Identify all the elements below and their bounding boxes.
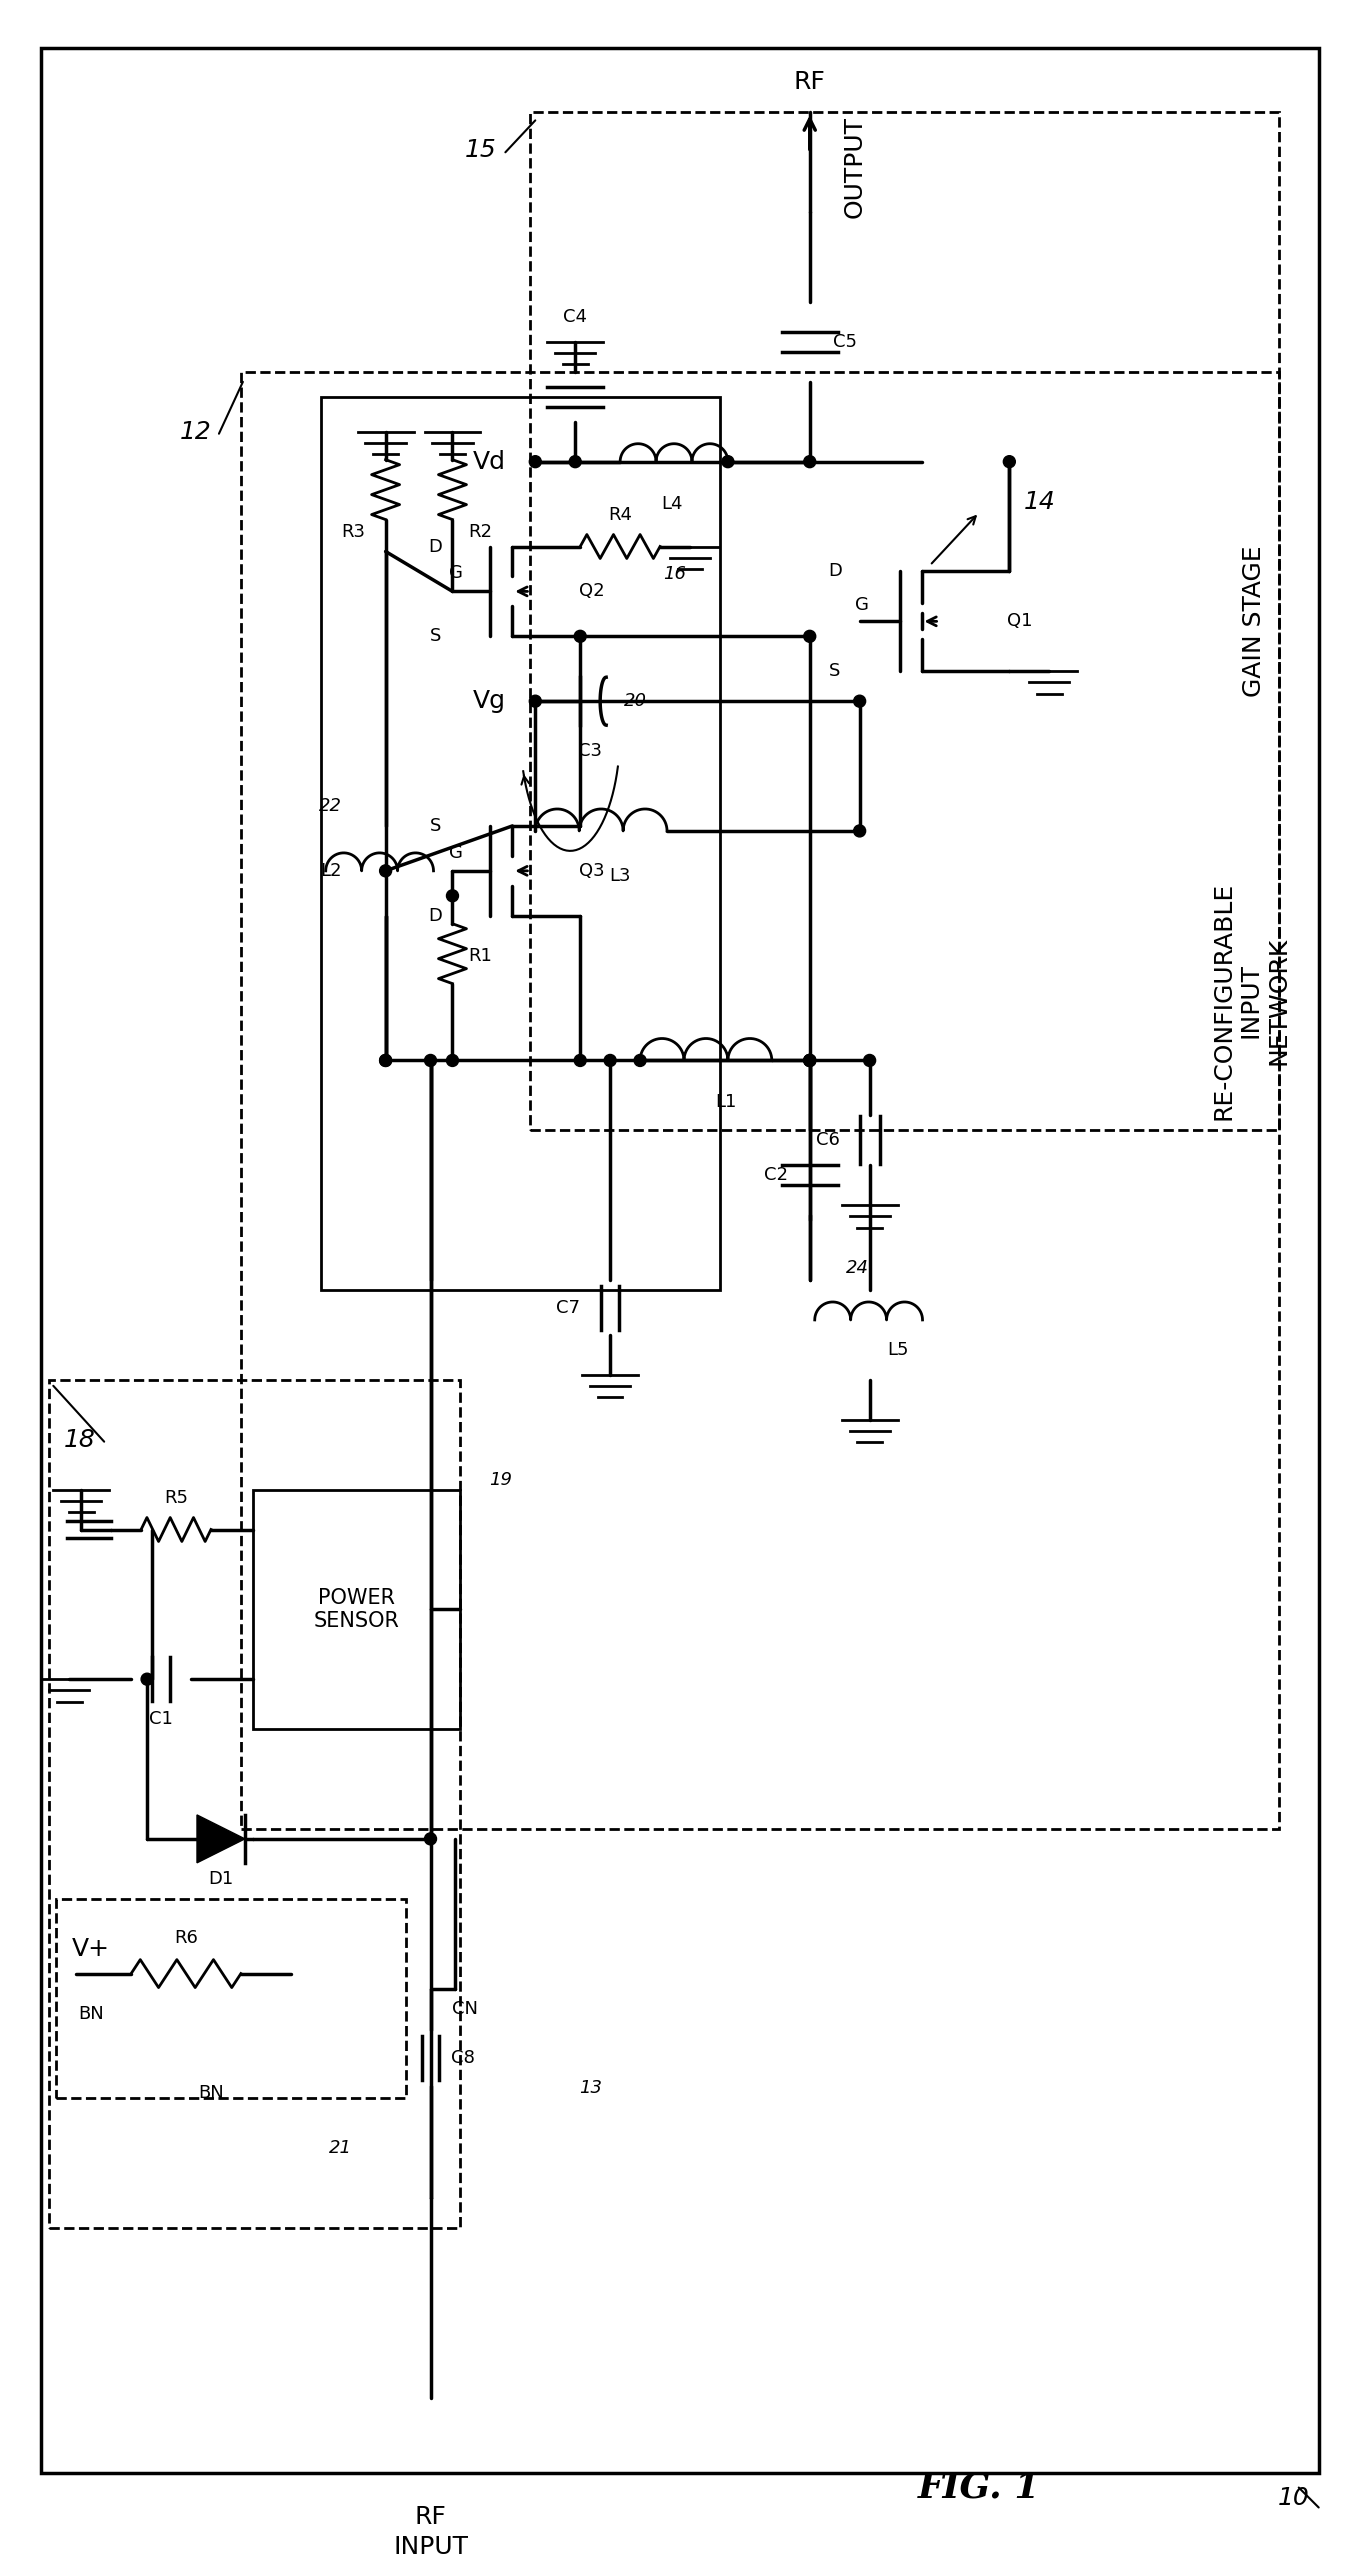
Text: L4: L4 — [662, 496, 682, 514]
Text: 19: 19 — [489, 1469, 511, 1487]
Text: S: S — [429, 627, 442, 645]
Circle shape — [853, 825, 865, 837]
Text: GAIN STAGE: GAIN STAGE — [1241, 545, 1266, 696]
Circle shape — [141, 1672, 153, 1685]
Text: S: S — [828, 663, 841, 681]
Text: 10: 10 — [1278, 2487, 1310, 2510]
Text: 13: 13 — [578, 2078, 601, 2096]
Text: 16: 16 — [663, 565, 686, 583]
Text: 18: 18 — [63, 1428, 96, 1451]
Circle shape — [804, 1053, 816, 1066]
Text: Q2: Q2 — [580, 583, 606, 601]
Text: 15: 15 — [465, 139, 496, 162]
Text: D: D — [429, 537, 443, 555]
Bar — [49, 1380, 461, 2227]
Circle shape — [425, 1053, 436, 1066]
Text: Q1: Q1 — [1006, 611, 1032, 629]
Circle shape — [804, 1053, 816, 1066]
Circle shape — [722, 455, 734, 468]
Circle shape — [380, 866, 391, 876]
Text: C8: C8 — [451, 2050, 474, 2068]
Text: R3: R3 — [342, 522, 365, 539]
Text: G: G — [448, 843, 462, 861]
Polygon shape — [197, 1814, 245, 1863]
Text: Vd: Vd — [473, 450, 506, 473]
Text: 20: 20 — [623, 691, 647, 709]
Text: L5: L5 — [887, 1341, 908, 1359]
Text: S: S — [429, 817, 442, 835]
Bar — [253, 1490, 461, 1729]
Circle shape — [380, 1053, 391, 1066]
Text: CN: CN — [452, 1999, 478, 2017]
Text: 12: 12 — [180, 419, 212, 444]
Text: R5: R5 — [164, 1487, 189, 1505]
Text: RE-CONFIGURABLE
INPUT
NETWORK: RE-CONFIGURABLE INPUT NETWORK — [1211, 881, 1290, 1120]
Text: RF: RF — [794, 69, 826, 95]
Text: FIG. 1: FIG. 1 — [919, 2471, 1040, 2505]
Circle shape — [574, 1053, 586, 1066]
Text: POWER
SENSOR: POWER SENSOR — [314, 1588, 399, 1631]
Circle shape — [634, 1053, 647, 1066]
Text: C2: C2 — [764, 1166, 787, 1184]
Text: L3: L3 — [610, 866, 632, 884]
Text: Vg: Vg — [473, 688, 506, 714]
Circle shape — [447, 889, 458, 902]
Circle shape — [380, 1053, 391, 1066]
Text: 14: 14 — [1024, 491, 1055, 514]
Circle shape — [529, 696, 541, 706]
Text: C1: C1 — [149, 1711, 174, 1729]
Circle shape — [804, 455, 816, 468]
Text: D: D — [429, 907, 443, 925]
Text: BN: BN — [78, 2004, 104, 2022]
Circle shape — [1003, 455, 1016, 468]
Circle shape — [804, 1053, 816, 1066]
Circle shape — [604, 1053, 617, 1066]
Text: R6: R6 — [174, 1929, 198, 1947]
Text: G: G — [854, 596, 868, 614]
Text: C7: C7 — [556, 1300, 580, 1318]
Circle shape — [804, 629, 816, 642]
Text: L2: L2 — [320, 861, 342, 879]
Bar — [56, 1898, 406, 2099]
Text: L1: L1 — [715, 1094, 737, 1112]
Text: D1: D1 — [208, 1870, 234, 1888]
Text: BN: BN — [198, 2083, 224, 2101]
Text: C4: C4 — [563, 308, 588, 326]
Text: V+: V+ — [72, 1937, 111, 1960]
Text: R4: R4 — [608, 506, 632, 524]
Circle shape — [853, 696, 865, 706]
Circle shape — [864, 1053, 876, 1066]
Text: Q3: Q3 — [580, 861, 606, 879]
Circle shape — [569, 455, 581, 468]
Circle shape — [574, 629, 586, 642]
Text: 21: 21 — [329, 2140, 353, 2158]
Circle shape — [529, 455, 541, 468]
Circle shape — [425, 1832, 436, 1845]
Text: RF: RF — [414, 2505, 447, 2530]
Text: G: G — [448, 565, 462, 583]
Text: 24: 24 — [846, 1259, 869, 1277]
Text: C5: C5 — [833, 334, 857, 352]
Text: INPUT: INPUT — [394, 2536, 468, 2559]
Text: OUTPUT: OUTPUT — [842, 116, 867, 218]
Text: C3: C3 — [578, 742, 603, 760]
Bar — [321, 396, 720, 1290]
Text: R1: R1 — [469, 945, 492, 966]
Text: R2: R2 — [469, 522, 492, 539]
Bar — [241, 373, 1278, 1829]
Bar — [530, 113, 1278, 1130]
Text: C6: C6 — [816, 1130, 839, 1148]
Text: D: D — [828, 563, 842, 581]
Text: 22: 22 — [320, 796, 342, 814]
Circle shape — [447, 1053, 458, 1066]
